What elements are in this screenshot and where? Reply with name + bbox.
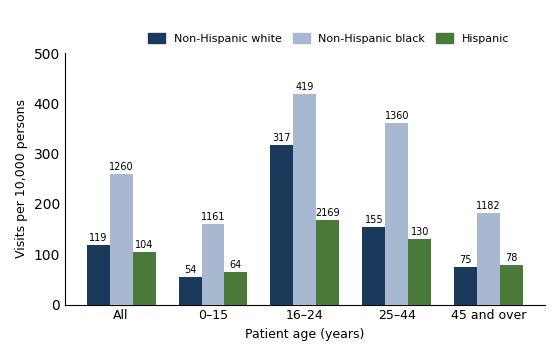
Y-axis label: Visits per 10,000 persons: Visits per 10,000 persons (15, 99, 28, 258)
Bar (454, 267, 477, 305)
Bar (408, 239, 431, 305)
Text: 317: 317 (273, 133, 291, 143)
Text: 78: 78 (506, 253, 518, 263)
Bar (202, 224, 225, 305)
Text: 54: 54 (184, 266, 196, 276)
Text: 64: 64 (230, 260, 242, 270)
X-axis label: Patient age (years): Patient age (years) (245, 328, 365, 341)
Bar (293, 94, 316, 305)
Text: 1182: 1182 (477, 201, 501, 211)
Bar (87, 245, 110, 305)
Text: 130: 130 (410, 227, 429, 237)
Text: 1161: 1161 (200, 211, 225, 221)
Text: 119: 119 (89, 233, 108, 243)
Bar (500, 265, 523, 305)
Bar (110, 174, 133, 305)
Text: 104: 104 (135, 240, 153, 250)
Bar (133, 252, 156, 305)
Bar (179, 277, 202, 305)
Bar (477, 213, 500, 305)
Bar (225, 272, 248, 305)
Text: 155: 155 (365, 215, 383, 225)
Bar (316, 220, 339, 305)
Legend: Non-Hispanic white, Non-Hispanic black, Hispanic: Non-Hispanic white, Non-Hispanic black, … (144, 28, 514, 48)
Text: 1360: 1360 (385, 111, 409, 121)
Text: 2169: 2169 (315, 208, 340, 218)
Bar (270, 145, 293, 305)
Bar (362, 227, 385, 305)
Bar (385, 124, 408, 305)
Text: 419: 419 (296, 82, 314, 92)
Text: 75: 75 (460, 255, 472, 265)
Text: 1260: 1260 (109, 162, 133, 172)
